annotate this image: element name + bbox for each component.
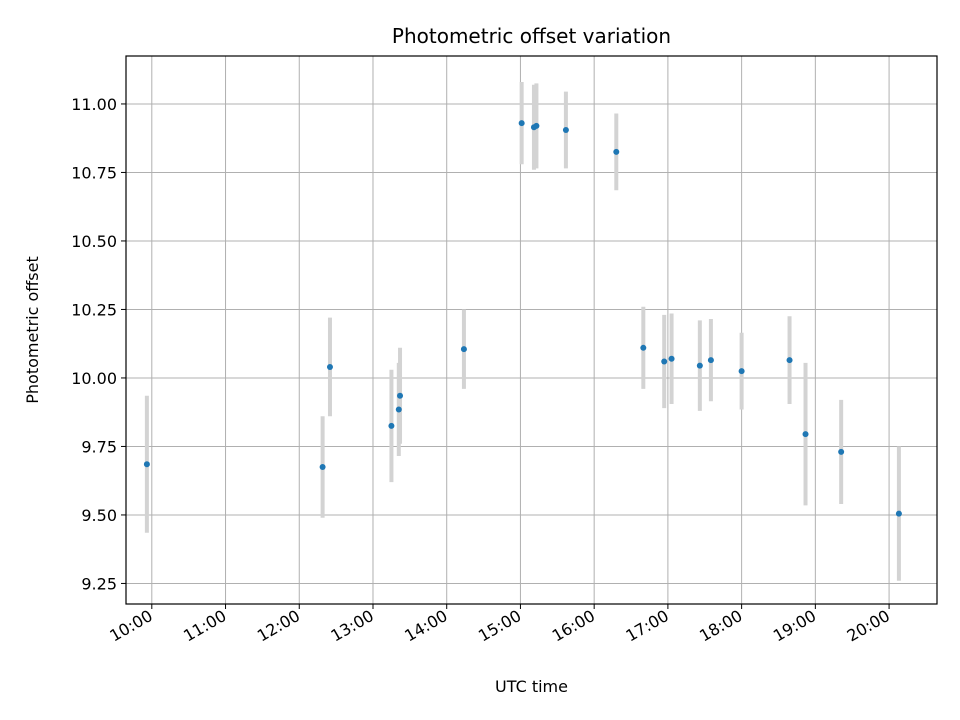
data-point [143, 461, 150, 468]
data-point [460, 346, 467, 353]
y-axis-ticks: 9.25 9.50 9.75 10.00 10.25 10.50 10.75 11.00 [71, 95, 126, 593]
x-tick-label: 11:00 [180, 606, 229, 646]
data-point [707, 357, 714, 364]
data-point [895, 510, 902, 517]
data-point [640, 344, 647, 351]
x-tick-label: 20:00 [844, 606, 893, 646]
data-point [738, 368, 745, 375]
x-tick-label: 18:00 [696, 606, 745, 646]
plot-frame [125, 55, 938, 605]
x-axis-ticks: 10:00 11:00 12:00 13:00 14:00 15:00 16:00 17:00… [106, 604, 893, 646]
y-tick-label: 10.75 [71, 163, 117, 182]
x-tick-label: 19:00 [770, 606, 819, 646]
x-tick-label: 15:00 [475, 606, 524, 646]
y-tick-label: 10.00 [71, 369, 117, 388]
data-point [696, 362, 703, 369]
data-point [786, 357, 793, 364]
y-axis-label: Photometric offset [23, 256, 42, 404]
data-point [838, 448, 845, 455]
data-point [319, 464, 326, 470]
x-tick-label: 12:00 [254, 606, 303, 646]
grid [126, 56, 937, 604]
plot-background [126, 56, 937, 604]
x-tick-label: 17:00 [622, 606, 671, 646]
x-tick-label: 14:00 [401, 606, 450, 646]
x-axis-label: UTC time [495, 677, 568, 696]
data-point [668, 355, 675, 362]
data-points [143, 120, 902, 517]
y-tick-label: 11.00 [71, 95, 117, 114]
x-tick-label: 13:00 [328, 606, 377, 646]
x-tick-label: 10:00 [106, 606, 155, 646]
x-tick-label: 16:00 [549, 606, 598, 646]
data-point [397, 392, 404, 399]
data-point [388, 422, 395, 429]
y-tick-label: 10.25 [71, 300, 117, 319]
data-point [661, 358, 668, 365]
data-point [326, 363, 333, 370]
y-tick-label: 9.25 [81, 574, 117, 593]
data-point [533, 122, 540, 129]
chart-title: Photometric offset variation [392, 24, 671, 48]
data-point [802, 431, 809, 438]
data-point [562, 126, 569, 133]
y-tick-label: 10.50 [71, 232, 117, 251]
y-tick-label: 9.75 [81, 437, 117, 456]
y-tick-label: 9.50 [81, 506, 117, 525]
data-point [613, 148, 620, 155]
data-point [395, 406, 402, 413]
data-point [518, 120, 525, 127]
